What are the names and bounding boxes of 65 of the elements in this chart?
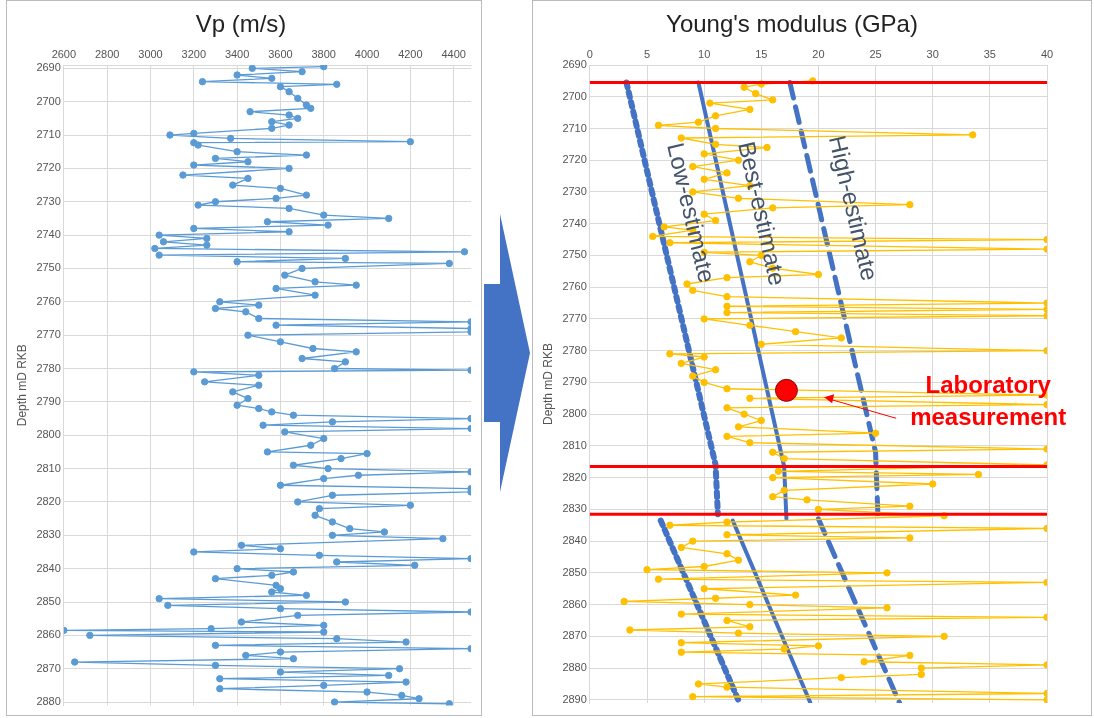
y-tick-label: 2730	[36, 194, 61, 207]
y-tick-label: 2790	[562, 375, 587, 388]
y-tick-label: 2860	[36, 628, 61, 641]
x-tick-label: 3600	[268, 48, 293, 61]
x-tick-label: 10	[698, 48, 711, 61]
y-tick-label: 2800	[562, 407, 587, 420]
y-tick-label: 2710	[562, 121, 587, 134]
y-tick-label: 2870	[36, 661, 61, 674]
y-tick-label: 2760	[36, 294, 61, 307]
y-tick-label: 2750	[36, 261, 61, 274]
y-tick-label: 2790	[36, 394, 61, 407]
y-tick-label: 2690	[562, 58, 587, 71]
y-tick-label: 2860	[562, 597, 587, 610]
y-tick-label: 2820	[562, 470, 587, 483]
y-axis-title: Depth mD RKB	[14, 344, 29, 427]
y-tick-label: 2880	[36, 695, 61, 708]
y-tick-label: 2730	[562, 185, 587, 197]
annotation: Laboratory measurement	[910, 370, 1067, 430]
y-tick-label: 2870	[562, 629, 587, 642]
y-tick-label: 2840	[562, 534, 587, 547]
x-tick-label: 3400	[224, 48, 250, 61]
y-tick-label: 2830	[36, 528, 61, 541]
y-tick-label: 2810	[562, 438, 587, 451]
y-tick-label: 2810	[36, 461, 61, 474]
y-tick-label: 2780	[562, 343, 587, 356]
x-tick-label: 30	[926, 48, 939, 61]
y-tick-label: 2740	[36, 228, 61, 241]
x-tick-label: 0	[586, 48, 593, 61]
x-tick-label: 4200	[398, 48, 423, 61]
y-tick-label: 2780	[36, 361, 61, 374]
x-tick-label: 2800	[94, 48, 120, 61]
y-tick-label: 2800	[36, 428, 61, 441]
y-tick-label: 2700	[36, 94, 61, 107]
y-tick-label: 2710	[36, 128, 61, 141]
y-tick-label: 2850	[562, 565, 587, 578]
x-tick-label: 4400	[441, 48, 466, 61]
y-tick-label: 2820	[36, 494, 61, 507]
x-tick-label: 25	[869, 48, 882, 61]
y-tick-label: 2720	[562, 153, 587, 166]
x-tick-label: 20	[812, 48, 825, 61]
y-tick-label: 2850	[36, 595, 61, 608]
y-tick-label: 2740	[562, 216, 587, 229]
y-tick-label: 2880	[562, 661, 587, 674]
y-axis-title: Depth mD RKB	[540, 342, 555, 426]
x-tick-label: 2600	[51, 48, 77, 61]
x-tick-label: 5	[643, 48, 651, 61]
y-tick-label: 2770	[562, 311, 587, 324]
y-tick-label: 2760	[562, 280, 587, 293]
y-tick-label: 2770	[36, 328, 61, 341]
y-tick-label: 2750	[562, 248, 587, 261]
y-tick-label: 2700	[562, 89, 587, 102]
y-tick-label: 2890	[562, 692, 587, 705]
x-tick-label: 15	[755, 48, 768, 61]
x-tick-label: 3000	[138, 48, 163, 61]
x-tick-label: 40	[1040, 48, 1054, 61]
x-tick-label: 3800	[311, 48, 336, 61]
y-tick-label: 2840	[36, 561, 61, 574]
x-tick-label: 35	[983, 48, 996, 61]
y-tick-label: 2690	[36, 61, 61, 74]
x-tick-label: 4000	[354, 48, 380, 61]
chart-title: Young's modulus (GPa)	[666, 10, 918, 38]
y-tick-label: 2720	[36, 161, 61, 174]
y-tick-label: 2830	[562, 502, 587, 515]
chart-title: Vp (m/s)	[195, 10, 287, 38]
x-tick-label: 3200	[181, 48, 207, 61]
